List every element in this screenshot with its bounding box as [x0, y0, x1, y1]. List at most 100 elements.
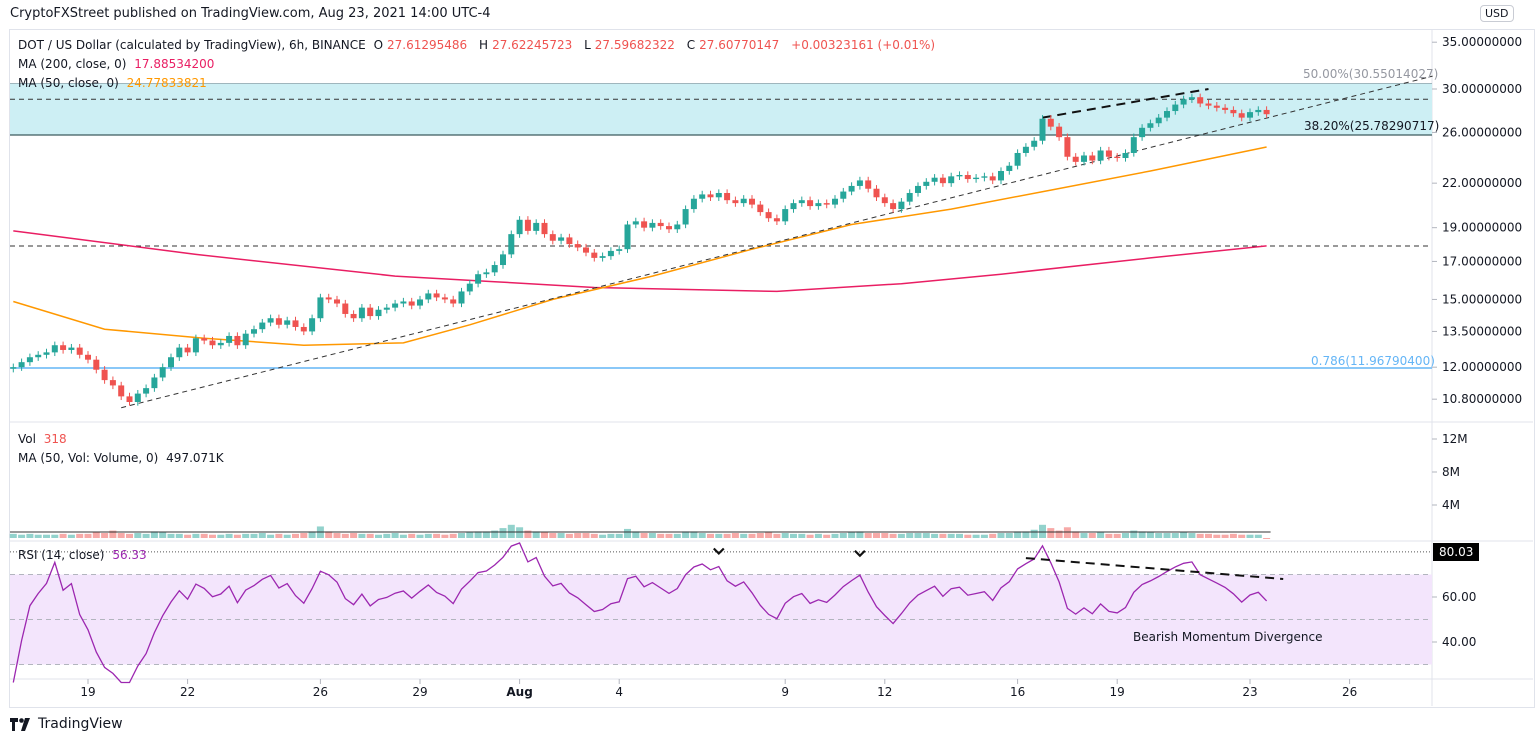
- candle-body: [707, 194, 714, 198]
- rsi-legend: RSI (14, close) 56.33: [18, 546, 151, 565]
- volume-bar: [18, 534, 26, 538]
- price-tick-label: 30.00000000: [1442, 82, 1522, 96]
- price-tick-label: 17.00000000: [1442, 254, 1522, 268]
- volume-bar: [972, 534, 980, 538]
- candle-body: [624, 224, 631, 250]
- candle-body: [782, 209, 789, 222]
- candle-body: [68, 347, 75, 350]
- candle-body: [1072, 156, 1079, 162]
- candle-body: [516, 219, 523, 235]
- price-tick-label: 13.50000000: [1442, 324, 1522, 338]
- currency-button[interactable]: USD: [1480, 5, 1514, 22]
- volume-bar: [914, 533, 922, 538]
- candle-body: [973, 177, 980, 180]
- volume-bar: [740, 533, 748, 538]
- volume-bar: [1072, 531, 1080, 538]
- volume-bar: [806, 534, 814, 538]
- candle-body: [408, 301, 415, 306]
- volume-ma-value: 497.071K: [166, 451, 224, 465]
- candle-body: [574, 244, 581, 248]
- volume-bar: [756, 533, 764, 538]
- candle-body: [109, 380, 116, 386]
- candle-body: [93, 359, 100, 370]
- volume-bar: [632, 531, 640, 538]
- volume-bar: [1263, 537, 1271, 539]
- candle-body: [1006, 165, 1013, 171]
- volume-bar: [1229, 533, 1237, 538]
- candle-body: [541, 222, 548, 235]
- rsi-label[interactable]: RSI (14, close): [18, 548, 105, 562]
- volume-bar: [441, 534, 449, 538]
- candle-body: [1147, 123, 1154, 128]
- candle-body: [151, 377, 158, 389]
- open-label: O: [373, 38, 384, 52]
- candle-body: [666, 226, 672, 230]
- candles: [10, 93, 1270, 406]
- volume-bar: [1022, 531, 1030, 538]
- candle-body: [923, 181, 930, 186]
- candle-body: [740, 198, 747, 204]
- candle-body: [259, 322, 266, 330]
- candle-body: [500, 254, 506, 266]
- candle-body: [375, 309, 382, 317]
- candle-body: [549, 234, 556, 241]
- volume-bar: [541, 532, 548, 538]
- volume-bar: [1180, 532, 1188, 538]
- volume-label[interactable]: Vol: [18, 432, 36, 446]
- candle-body: [715, 192, 722, 198]
- candle-body: [1255, 109, 1262, 113]
- volume-bar: [391, 533, 399, 538]
- volume-bar: [1163, 533, 1171, 538]
- ma200-line: [13, 230, 1267, 293]
- candle-body: [607, 250, 614, 257]
- rsi-line: [12, 542, 1268, 684]
- candle-body: [209, 340, 216, 346]
- candle-body: [524, 219, 531, 231]
- volume-bar: [516, 527, 524, 538]
- volume-bar: [375, 534, 382, 538]
- volume-bar: [474, 531, 482, 538]
- volume-bar: [1246, 534, 1254, 538]
- volume-bar: [433, 533, 441, 538]
- price-tick-label: 15.00000000: [1442, 292, 1522, 306]
- candle-body: [325, 297, 332, 300]
- candle-body: [790, 203, 797, 210]
- time-tick-label: 19: [1110, 685, 1125, 699]
- candle-body: [583, 247, 589, 253]
- fib-786-label: 0.786(11.96790400): [1311, 354, 1435, 368]
- volume-bar: [1188, 533, 1196, 538]
- volume-bar: [258, 533, 266, 538]
- volume-bar: [922, 533, 930, 538]
- candle-body: [275, 318, 282, 325]
- volume-ma-label[interactable]: MA (50, Vol: Volume, 0): [18, 451, 159, 465]
- candle-body: [1238, 113, 1245, 118]
- candle-body: [616, 249, 623, 251]
- candle-body: [632, 221, 639, 225]
- volume-bar: [1014, 531, 1022, 538]
- chart-frame: [9, 29, 1535, 708]
- volume-bar: [1005, 533, 1013, 538]
- candle-body: [1230, 109, 1237, 114]
- volume-bar: [657, 533, 665, 538]
- volume-bar: [9, 533, 17, 538]
- candle-body: [126, 396, 133, 402]
- divergence-note: Bearish Momentum Divergence: [1133, 630, 1323, 644]
- volume-bar: [939, 533, 947, 538]
- candle-body: [1155, 117, 1162, 124]
- tradingview-logo[interactable]: TradingView: [10, 716, 123, 732]
- candle-body: [143, 388, 150, 394]
- volume-bar: [134, 533, 142, 538]
- volume-bar: [59, 533, 67, 538]
- volume-bar: [648, 533, 656, 538]
- candle-body: [989, 176, 996, 181]
- candle-body: [441, 297, 448, 300]
- symbol-title[interactable]: DOT / US Dollar (calculated by TradingVi…: [18, 38, 366, 52]
- ma50-label: MA (50, close, 0): [18, 76, 119, 90]
- ma50-row[interactable]: MA (50, close, 0) 24.77833821: [18, 74, 939, 93]
- candle-body: [865, 180, 872, 189]
- ma200-row[interactable]: MA (200, close, 0) 17.88534200: [18, 55, 939, 74]
- volume-bar: [449, 533, 457, 538]
- volume-bar: [482, 531, 490, 538]
- price-tick-label: 19.00000000: [1442, 221, 1522, 235]
